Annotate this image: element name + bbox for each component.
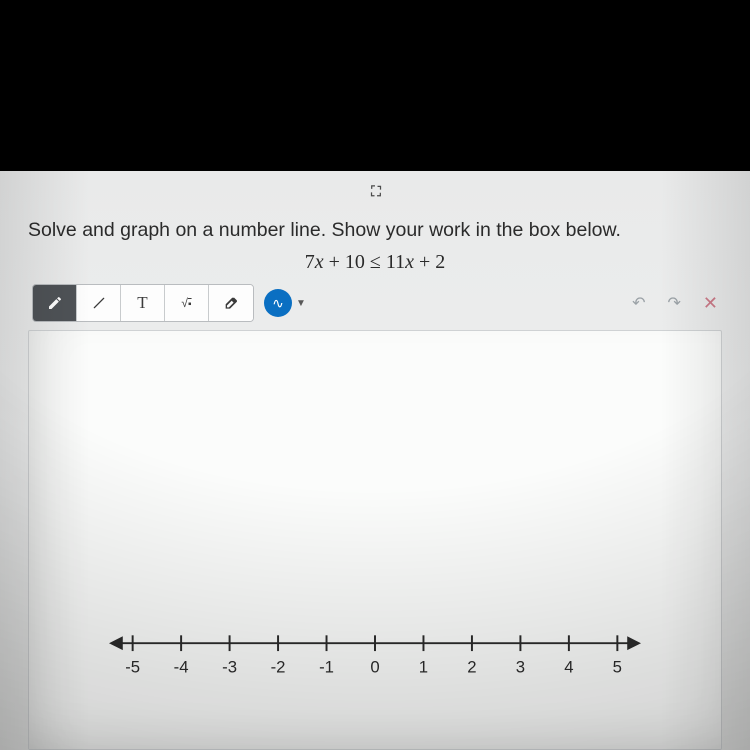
tool-group: T √▪: [32, 284, 254, 322]
pencil-icon: [47, 295, 63, 311]
eq-plus1: +: [329, 251, 345, 273]
nl-tick-label: 0: [370, 658, 379, 677]
nl-tick-label: 2: [467, 658, 476, 677]
eq-rhs-coef: 11: [386, 251, 405, 273]
redo-button[interactable]: ↷: [668, 293, 681, 313]
eq-lhs-const: 10: [345, 251, 365, 273]
nl-tick-label: -3: [222, 658, 237, 677]
text-icon: T: [137, 293, 147, 313]
fullscreen-row: ⛶: [28, 171, 722, 213]
nl-tick-label: -2: [271, 658, 286, 677]
drawing-toolbar: T √▪ ∿ ▼ ↶ ↷ ✕: [32, 284, 722, 322]
nl-tick-label: -4: [174, 658, 189, 677]
eq-lhs-coef: 7: [305, 251, 315, 273]
line-tool[interactable]: [77, 285, 121, 321]
sqrt-icon: √▪: [181, 296, 191, 310]
number-line: -5 -4 -3 -2 -1 0 1 2 3 4 5: [109, 621, 641, 691]
number-line-svg: -5 -4 -3 -2 -1 0 1 2 3 4 5: [109, 621, 641, 691]
nl-tick-label: 1: [419, 658, 428, 677]
text-tool[interactable]: T: [121, 285, 165, 321]
color-caret-icon[interactable]: ▼: [296, 298, 306, 309]
nl-tick-label: -5: [125, 658, 140, 677]
eq-var-x2: x: [405, 251, 414, 273]
nl-arrow-right: [627, 636, 641, 650]
eq-var-x1: x: [315, 251, 324, 273]
fullscreen-icon[interactable]: ⛶: [371, 183, 379, 200]
eq-rhs-const: 2: [435, 251, 445, 273]
right-tools: ↶ ↷ ✕: [632, 293, 722, 314]
line-icon: [91, 295, 107, 311]
app-screen: ⛶ Solve and graph on a number line. Show…: [0, 171, 750, 750]
equation: 7x + 10 ≤ 11x + 2: [28, 251, 722, 274]
eraser-tool[interactable]: [209, 285, 253, 321]
eq-op: ≤: [370, 251, 381, 273]
nl-tick-label: -1: [319, 658, 334, 677]
nl-tick-label: 3: [516, 658, 525, 677]
nl-tick-label: 4: [564, 658, 573, 677]
eq-plus2: +: [419, 251, 435, 273]
eraser-icon: [223, 295, 239, 311]
color-glyph: ∿: [272, 295, 284, 312]
pencil-tool[interactable]: [33, 285, 77, 321]
question-text: Solve and graph on a number line. Show y…: [28, 217, 722, 243]
nl-arrow-left: [109, 636, 123, 650]
letterbox-top: [0, 0, 750, 171]
nl-ticks: -5 -4 -3 -2 -1 0 1 2 3 4 5: [125, 635, 622, 676]
undo-button[interactable]: ↶: [632, 293, 645, 313]
color-picker-button[interactable]: ∿: [264, 289, 292, 317]
math-tool[interactable]: √▪: [165, 285, 209, 321]
clear-button[interactable]: ✕: [703, 293, 718, 314]
drawing-canvas[interactable]: -5 -4 -3 -2 -1 0 1 2 3 4 5: [28, 330, 722, 750]
nl-tick-label: 5: [613, 658, 622, 677]
